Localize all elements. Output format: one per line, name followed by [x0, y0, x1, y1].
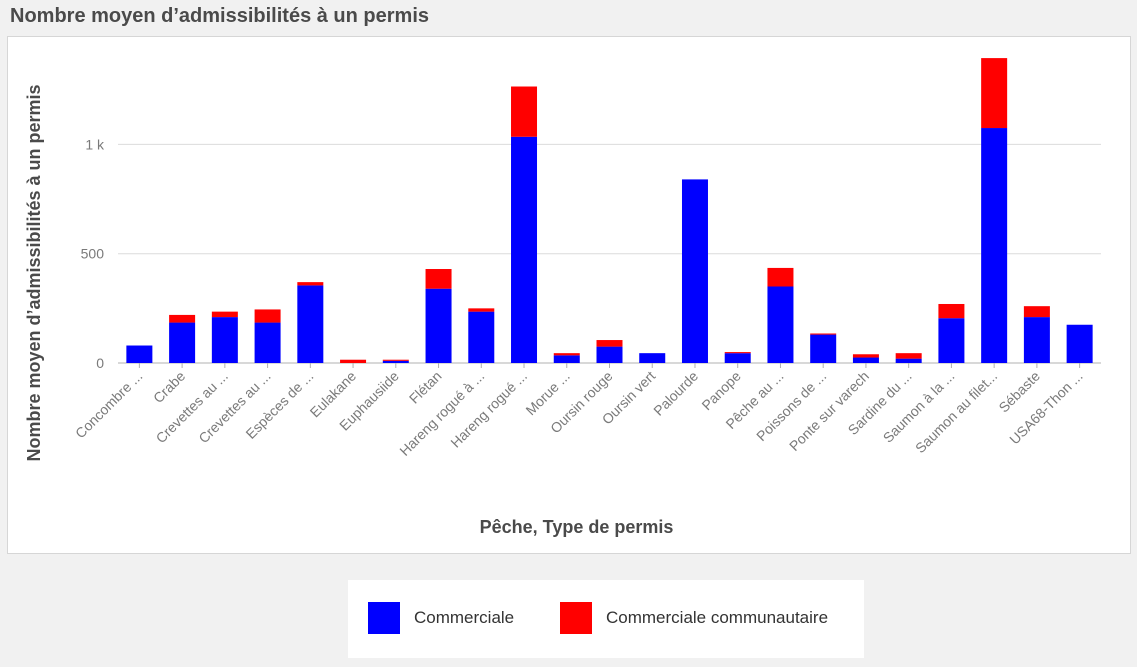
x-tick-label: USA68-Thon ...	[1006, 368, 1086, 448]
bar-commerciale[interactable]	[297, 285, 324, 363]
legend-swatch-commerciale	[368, 602, 400, 634]
bar-commerciale-communautaire[interactable]	[938, 303, 965, 319]
bar-commerciale-communautaire[interactable]	[382, 359, 409, 361]
legend: Commerciale Commerciale communautaire	[348, 580, 864, 658]
x-tick-label: Flétan	[406, 368, 445, 407]
x-axis-title: Pêche, Type de permis	[480, 517, 674, 537]
bar-commerciale[interactable]	[724, 353, 751, 363]
bar-commerciale-communautaire[interactable]	[981, 58, 1008, 129]
legend-swatch-commerciale-communautaire	[560, 602, 592, 634]
bar-commerciale-communautaire[interactable]	[211, 311, 238, 318]
bar-commerciale[interactable]	[767, 286, 794, 364]
bar-commerciale-communautaire[interactable]	[724, 352, 751, 354]
bar-commerciale[interactable]	[468, 311, 495, 363]
y-tick-label: 0	[96, 355, 104, 371]
bar-commerciale[interactable]	[553, 355, 580, 363]
bar-commerciale[interactable]	[254, 322, 281, 363]
bars	[126, 58, 1093, 364]
x-tick-label: Saumon au filet...	[912, 368, 1000, 456]
bar-commerciale[interactable]	[1066, 324, 1093, 363]
bar-commerciale-communautaire[interactable]	[425, 269, 452, 289]
bar-commerciale[interactable]	[639, 353, 666, 363]
y-axis-ticks: 0 500 1 k	[81, 136, 105, 371]
bar-commerciale[interactable]	[511, 136, 538, 363]
bar-commerciale-communautaire[interactable]	[297, 282, 324, 286]
x-tick-label: Crabe	[150, 368, 188, 406]
bar-commerciale-communautaire[interactable]	[340, 359, 367, 363]
bar-commerciale[interactable]	[425, 288, 452, 363]
page-title: Nombre moyen d’admissibilités à un permi…	[10, 5, 430, 27]
bar-commerciale-communautaire[interactable]	[596, 340, 623, 347]
bar-commerciale[interactable]	[810, 334, 837, 363]
bar-commerciale-communautaire[interactable]	[468, 308, 495, 312]
bar-commerciale-communautaire[interactable]	[553, 353, 580, 356]
bar-commerciale-communautaire[interactable]	[895, 353, 922, 359]
bar-commerciale[interactable]	[852, 357, 879, 363]
x-tick-label: Concombre ...	[72, 368, 145, 441]
bar-commerciale[interactable]	[382, 360, 409, 363]
bar-commerciale-communautaire[interactable]	[511, 86, 538, 137]
bar-commerciale-communautaire[interactable]	[254, 309, 281, 323]
bar-commerciale[interactable]	[169, 322, 196, 363]
legend-label-commerciale-communautaire: Commerciale communautaire	[606, 608, 829, 627]
bar-commerciale-communautaire[interactable]	[810, 333, 837, 335]
y-tick-label: 500	[81, 246, 105, 262]
y-axis-title: Nombre moyen d’admissibilités à un permi…	[24, 84, 44, 461]
bar-commerciale[interactable]	[211, 317, 238, 363]
bar-commerciale[interactable]	[895, 358, 922, 363]
legend-item-commerciale-communautaire[interactable]: Commerciale communautaire	[560, 602, 828, 634]
bar-commerciale[interactable]	[1023, 317, 1050, 363]
legend-label-commerciale: Commerciale	[414, 608, 515, 627]
bar-commerciale[interactable]	[126, 345, 153, 363]
x-tick-label: Hareng rogué ...	[447, 368, 530, 451]
bar-commerciale[interactable]	[681, 179, 708, 363]
bar-commerciale-communautaire[interactable]	[767, 267, 794, 287]
legend-item-commerciale[interactable]: Commerciale	[368, 602, 514, 634]
bar-commerciale-communautaire[interactable]	[852, 354, 879, 358]
bar-commerciale[interactable]	[981, 128, 1008, 363]
y-tick-label: 1 k	[85, 136, 105, 152]
chart-panel: 0 500 1 k Concombre ... Crabe Crevettes au .…	[7, 36, 1131, 554]
bar-commerciale[interactable]	[938, 318, 965, 363]
bar-commerciale[interactable]	[596, 346, 623, 363]
bar-commerciale-communautaire[interactable]	[169, 314, 196, 323]
x-tick-label: Palourde	[650, 368, 701, 419]
bar-commerciale-communautaire[interactable]	[1023, 306, 1050, 318]
